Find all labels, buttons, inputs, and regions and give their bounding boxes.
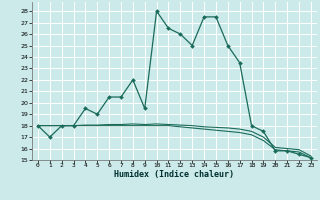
X-axis label: Humidex (Indice chaleur): Humidex (Indice chaleur) [115, 170, 234, 179]
